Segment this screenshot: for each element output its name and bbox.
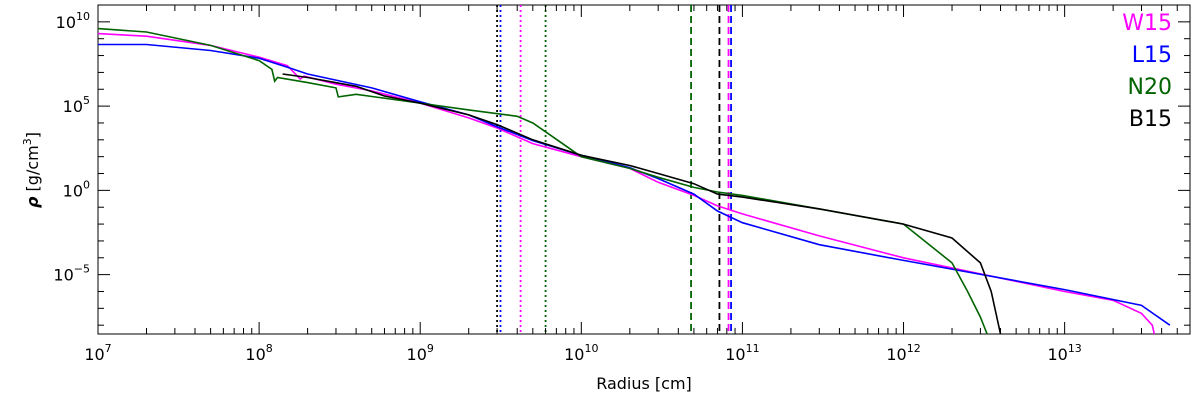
y-tick-label: 1010	[56, 10, 90, 32]
y-tick-label: 105	[63, 94, 90, 116]
vertical-lines	[496, 5, 732, 334]
legend: W15 L15 N20 B15	[1122, 11, 1172, 132]
x-tick-label: 1011	[725, 342, 759, 364]
x-axis-title: Radius [cm]	[596, 374, 692, 393]
x-tick-label: 108	[245, 342, 272, 364]
series-line-w15	[97, 32, 1156, 335]
y-axis-power: 3	[21, 138, 34, 145]
plot-frame	[97, 4, 1191, 335]
x-tick-label: 1012	[886, 342, 920, 364]
legend-entry-n20: N20	[1128, 75, 1172, 100]
y-tick-label: 10−5	[53, 263, 90, 285]
y-axis-prefix: [g/cm	[23, 145, 42, 196]
series-line-l15	[98, 43, 1171, 326]
y-tick-label: 100	[63, 178, 90, 200]
y-axis-title: ρ [g/cm3]	[21, 132, 42, 208]
legend-entry-b15: B15	[1129, 107, 1172, 132]
x-tick-label: 107	[84, 342, 111, 364]
legend-entry-l15: L15	[1132, 43, 1172, 68]
legend-entry-w15: W15	[1122, 11, 1172, 36]
series-lines	[97, 27, 1171, 335]
x-tick-label: 1010	[564, 342, 598, 364]
x-tick-label: 109	[407, 342, 434, 364]
series-line-b15	[282, 73, 1002, 335]
series-line-n20	[97, 27, 988, 335]
y-axis: 10−5 100 105 1010	[53, 4, 1190, 326]
y-axis-suffix: ]	[23, 132, 42, 138]
y-axis-symbol: ρ	[23, 196, 42, 208]
x-axis: 107 108 109 1010 1011 1012 1013	[84, 5, 1191, 364]
x-tick-label: 1013	[1047, 342, 1081, 364]
